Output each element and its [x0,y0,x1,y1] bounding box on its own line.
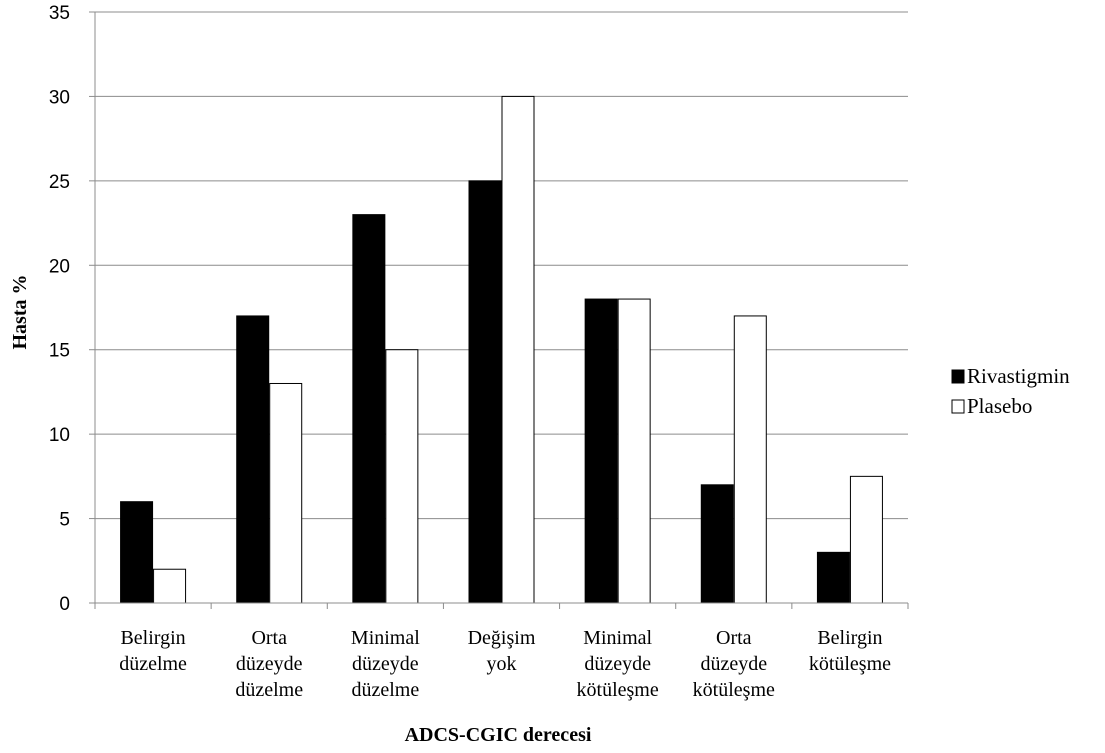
bar-rivastigmin-4 [468,180,502,604]
x-category-label: Orta düzeyde düzelme [235,627,303,701]
bar-rivastigmin-1 [120,501,154,604]
y-tick-label: 0 [59,594,70,615]
bar-rivastigmin-3 [352,214,386,604]
axes [89,11,909,609]
legend-label-plasebo: Plasebo [967,394,1032,418]
bars [120,95,883,604]
x-category-label: Belirgin kötüleşme [809,627,891,675]
legend-label-rivastigmin: Rivastigmin [967,364,1070,388]
y-tick-label: 30 [49,87,70,108]
legend: Rivastigmin Plasebo [951,364,1070,418]
x-category-label: Orta düzeyde kötüleşme [693,627,775,701]
y-tick-label: 10 [49,425,70,446]
x-axis-title: ADCS-CGIC derecesi [405,724,592,746]
x-category-labels: Belirgin düzelme Orta düzeyde düzelme Minimal… [119,627,891,701]
x-category-label: Minimal düzeyde kötüleşme [577,627,659,701]
bar-plasebo-7 [849,475,883,604]
legend-swatch-plasebo [951,399,965,414]
y-axis-title: Hasta % [9,275,31,350]
y-tick-label: 35 [49,3,70,24]
y-tick-label: 15 [49,341,70,362]
bar-plasebo-6 [733,315,767,604]
bar-rivastigmin-2 [236,315,270,604]
y-tick-label: 5 [59,510,70,531]
bar-plasebo-1 [153,568,187,604]
bar-plasebo-5 [617,298,651,604]
bar-rivastigmin-5 [584,298,618,604]
bar-plasebo-2 [269,382,303,604]
bar-plasebo-4 [501,95,535,604]
legend-swatch-rivastigmin [951,369,965,384]
y-tick-label: 25 [49,172,70,193]
bar-rivastigmin-7 [816,551,850,604]
y-tick-labels: 0 5 10 15 20 25 30 35 [49,3,70,615]
x-category-label: Minimal düzeyde düzelme [351,627,420,701]
y-tick-label: 20 [49,256,70,277]
bar-rivastigmin-6 [700,484,734,604]
bar-plasebo-3 [385,349,419,604]
x-category-label: Belirgin düzelme [119,627,187,675]
x-category-label: Değişim yok [468,627,536,675]
